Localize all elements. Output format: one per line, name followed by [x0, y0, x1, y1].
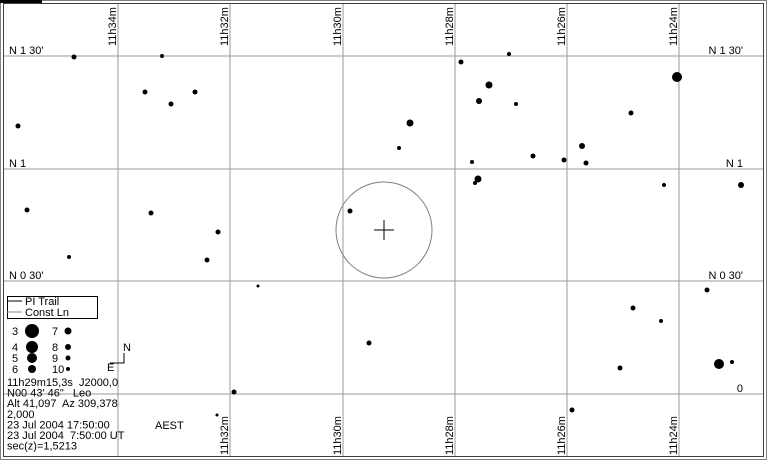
magnitude-dot [66, 367, 70, 371]
ra-label: 11h32m [219, 416, 231, 455]
star [24, 207, 30, 213]
magnitude-dot [65, 355, 71, 361]
star [507, 52, 511, 56]
star [168, 101, 174, 107]
info-line: 11h29m15,3s J2000,0 [7, 377, 118, 389]
magnitude-dot [65, 344, 71, 350]
star [473, 181, 477, 185]
magnitude-dot [25, 324, 39, 338]
magnitude-label: 3 [12, 326, 18, 338]
magnitude-label: 9 [52, 353, 58, 365]
star [583, 160, 589, 166]
star [704, 287, 710, 293]
legend-label: PI Trail [25, 296, 59, 308]
magnitude-label: 10 [52, 364, 64, 376]
star [730, 360, 734, 364]
info-line: sec(z)=1,5213 [7, 441, 77, 453]
info-line: 23 Jul 2004 7:50:00 UT [7, 430, 125, 442]
magnitude-label: 6 [12, 364, 18, 376]
magnitude-label: 5 [12, 353, 18, 365]
magnitude-label: 4 [12, 342, 18, 354]
ra-label: 11h26m [556, 7, 568, 46]
star [714, 359, 724, 369]
star [738, 182, 744, 188]
dec-label: N 1 [726, 158, 743, 170]
magnitude-label: 8 [52, 342, 58, 354]
dec-label: N 1 [9, 158, 26, 170]
ra-label: 11h26m [556, 416, 568, 455]
star [659, 319, 663, 323]
star [561, 157, 567, 163]
inner-frame [3, 3, 764, 457]
dec-label: N 1 30' [708, 45, 743, 57]
star [366, 340, 372, 346]
star [485, 81, 493, 89]
star [662, 183, 666, 187]
star [476, 98, 482, 104]
magnitude-dot [27, 353, 37, 363]
star [617, 365, 623, 371]
compass [110, 353, 125, 364]
star [160, 54, 164, 58]
dec-label: N 1 30' [9, 45, 44, 57]
magnitude-label: 7 [52, 326, 58, 338]
ra-label: 11h34m [107, 7, 119, 46]
star [397, 146, 401, 150]
star [579, 143, 585, 149]
dec-label: 0 [737, 383, 743, 395]
dec-label: N 0 30' [708, 270, 743, 282]
info-line: 2,000 [7, 409, 35, 421]
info-line: N00 43' 46" Leo [7, 388, 91, 400]
ra-label: 11h30m [332, 416, 344, 455]
star [67, 255, 71, 259]
dec-label: N 0 30' [9, 270, 44, 282]
star [514, 102, 518, 106]
field-circle [335, 181, 433, 279]
info-line: Alt 41,097 Az 309,378 [7, 398, 118, 410]
star [470, 160, 474, 164]
star [142, 89, 148, 95]
legend-box [7, 296, 98, 319]
star [215, 229, 221, 235]
legend-label: Const Ln [25, 307, 69, 319]
star [672, 72, 682, 82]
star [347, 208, 353, 214]
compass-north: N [123, 342, 131, 354]
corner-bar [0, 0, 42, 3]
ra-label: 11h30m [332, 7, 344, 46]
magnitude-dot [64, 327, 72, 335]
star [215, 413, 219, 417]
magnitude-dot [26, 341, 38, 353]
star [569, 407, 575, 413]
star [474, 175, 482, 183]
ra-label: 11h24m [668, 7, 680, 46]
info-line: 23 Jul 2004 17:50:00 [7, 419, 110, 431]
star [204, 257, 210, 263]
timezone: AEST [155, 420, 184, 432]
star [630, 305, 636, 311]
ra-label: 11h32m [219, 7, 231, 46]
ra-label: 11h24m [668, 416, 680, 455]
grid [4, 4, 763, 456]
compass-east: E [107, 362, 114, 374]
magnitude-dot [28, 365, 36, 373]
star [406, 119, 414, 127]
ra-label: 11h28m [444, 7, 456, 46]
star [15, 123, 21, 129]
star [71, 54, 77, 60]
star [192, 89, 198, 95]
star [256, 284, 260, 288]
star [231, 389, 237, 395]
star [628, 110, 634, 116]
star [458, 59, 464, 65]
star [148, 210, 154, 216]
star [530, 153, 536, 159]
ra-label: 11h28m [444, 416, 456, 455]
